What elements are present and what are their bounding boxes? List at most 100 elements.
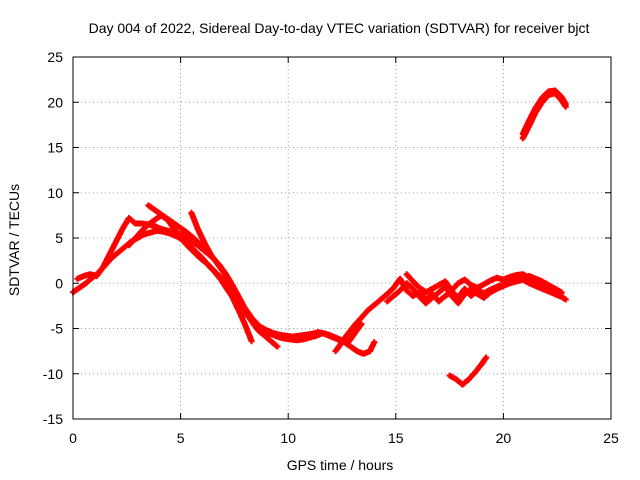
data-point [385,292,389,296]
data-point [228,281,232,285]
x-tick-label: 0 [69,430,77,446]
data-point [127,243,131,247]
x-axis-label: GPS time / hours [287,457,394,473]
data-point [166,229,170,233]
data-point [349,345,353,349]
data-point [417,286,421,290]
data-point [192,250,196,254]
data-point [540,283,544,287]
y-tick-label: -10 [43,366,63,382]
data-point [179,236,183,240]
data-point [120,227,124,231]
data-point [114,240,118,244]
data-point [366,308,370,312]
data-point [353,331,357,335]
data-point [198,242,202,246]
data-point [202,241,206,245]
x-tick-label: 20 [496,430,512,446]
data-point [237,308,241,312]
data-point [247,316,251,320]
data-point [185,236,189,240]
data-point [250,339,254,343]
data-point [454,377,458,381]
data-point [488,290,492,294]
series-arc7 [384,276,569,307]
data-point [417,295,421,299]
data-point [527,281,531,285]
data-point [140,222,144,226]
data-point [405,272,409,276]
data-point [153,224,157,228]
data-point [564,105,568,109]
data-point [334,349,338,353]
grid [73,57,611,419]
data-point [534,284,538,288]
data-point [95,274,99,278]
data-point [372,340,376,344]
data-point [185,243,189,247]
data-point [469,294,473,298]
data-point [146,203,150,207]
data-point [353,323,357,327]
data-point [196,227,200,231]
data-point [235,295,239,299]
series-arc11 [519,90,569,142]
y-tick-label: -15 [43,411,63,427]
data-point [148,231,152,235]
data-point [521,278,525,282]
data-point [327,333,331,337]
data-point [463,278,467,282]
data-point [398,288,402,292]
x-tick-label: 5 [177,430,185,446]
data-point [88,272,92,276]
data-point [288,337,292,341]
data-point [430,287,434,291]
data-point [189,211,193,215]
data-point [172,222,176,226]
data-point [411,294,415,298]
data-point [172,227,176,231]
data-point [295,338,299,342]
series-arc5-markers [188,209,272,339]
data-point [443,294,447,298]
data-point [450,294,454,298]
data-point [463,292,467,296]
data-point [463,287,467,291]
data-point [267,334,271,338]
data-point [564,298,568,302]
data-point [153,208,157,212]
y-tick-label: -5 [51,321,64,337]
data-point [215,261,219,265]
x-tick-labels: 0 5 10 15 20 25 [69,430,619,446]
data-point [443,279,447,283]
data-point [473,370,477,374]
data-point [461,383,465,387]
ticks [72,56,612,420]
data-point [508,281,512,285]
data-point [521,136,525,140]
data-point [159,227,163,231]
y-tick-label: 15 [47,140,63,156]
data-point [456,301,460,305]
series-arc5 [188,209,272,339]
data-point [405,288,409,292]
data-point [340,340,344,344]
data-point [243,323,247,327]
series-arc8 [403,271,565,297]
data-point [159,212,163,216]
data-point [437,299,441,303]
data-point [108,252,112,256]
data-point [456,281,460,285]
data-point [217,274,221,278]
data-point [398,277,402,281]
data-point [75,277,79,281]
data-point [127,216,131,220]
data-point [282,336,286,340]
data-point [430,296,434,300]
data-point [405,281,409,285]
data-point [437,283,441,287]
data-point [204,261,208,265]
y-tick-labels: -15 -10 -5 0 5 10 15 20 25 [43,49,63,427]
data-point [482,282,486,286]
